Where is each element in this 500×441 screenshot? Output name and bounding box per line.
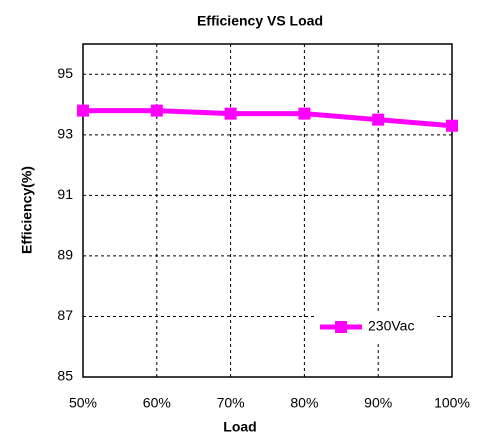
- legend-label: 230Vac: [368, 318, 414, 334]
- x-tick-label: 60%: [143, 395, 171, 411]
- x-tick-label: 80%: [290, 395, 318, 411]
- data-marker: [77, 104, 89, 117]
- x-axis-label: Load: [223, 419, 256, 435]
- legend-marker: [335, 321, 347, 333]
- data-marker: [150, 104, 163, 117]
- y-tick-label: 91: [57, 186, 73, 202]
- data-line: [83, 108, 453, 129]
- data-marker: [224, 107, 237, 120]
- data-marker: [298, 107, 311, 120]
- plot-border: [82, 43, 453, 378]
- x-tick-label: 90%: [364, 395, 392, 411]
- data-marker: [446, 119, 458, 132]
- x-tick-label: 100%: [434, 395, 470, 411]
- y-tick-label: 89: [57, 247, 73, 263]
- x-tick-label: 70%: [217, 395, 245, 411]
- y-tick-label: 95: [57, 65, 73, 81]
- y-axis-label: Efficiency(%): [19, 166, 35, 254]
- y-tick-label: 87: [57, 307, 73, 323]
- y-tick-label: 85: [57, 368, 73, 384]
- chart-title: Efficiency VS Load: [197, 13, 323, 29]
- data-marker: [372, 113, 385, 126]
- x-tick-label: 50%: [69, 395, 97, 411]
- y-tick-label: 93: [57, 126, 73, 142]
